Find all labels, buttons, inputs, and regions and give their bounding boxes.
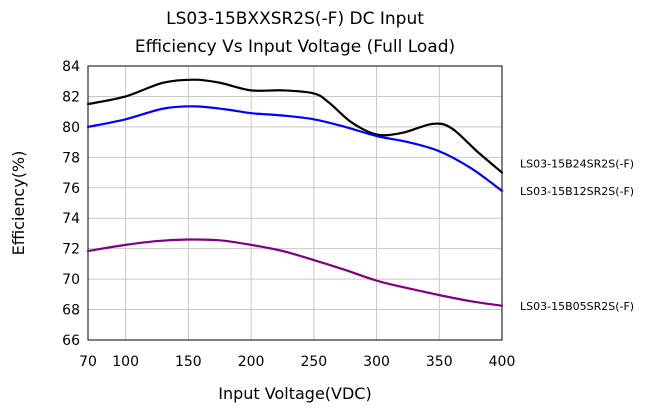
- x-tick-label: 200: [238, 354, 265, 370]
- x-tick-label: 250: [300, 354, 327, 370]
- x-tick-label: 100: [112, 354, 139, 370]
- series-line-LS03-15B12SR2S(-F): [86, 105, 504, 192]
- y-tick-label: 66: [62, 333, 80, 349]
- y-tick-label: 68: [62, 303, 80, 319]
- y-tick-label: 80: [62, 120, 80, 136]
- y-tick-label: 72: [62, 242, 80, 258]
- y-tick-label: 82: [62, 89, 80, 105]
- y-tick-label: 78: [62, 150, 80, 166]
- x-tick-label: 150: [175, 354, 202, 370]
- tick-labels: 66 68 70 72 74 76 78 80 82 84 70 100 150 200 250 300 350…: [62, 59, 515, 370]
- plot-area: [87, 65, 503, 341]
- y-tick-label: 74: [62, 211, 80, 227]
- x-tick-label: 400: [489, 354, 516, 370]
- series-line-LS03-15B24SR2S(-F): [86, 78, 504, 174]
- series-lines: [86, 78, 504, 307]
- y-axis-label: Efficiency(%): [9, 151, 28, 256]
- y-tick-label: 76: [62, 181, 80, 197]
- chart-title: LS03-15BXXSR2S(-F) DC Input: [166, 9, 424, 29]
- x-tick-label: 70: [79, 354, 97, 370]
- series-line-LS03-15B05SR2S(-F): [86, 238, 504, 307]
- series-labels: LS03-15B24SR2S(-F) LS03-15B12SR2S(-F) LS03…: [520, 158, 634, 313]
- plot-border: [87, 65, 503, 341]
- y-tick-label: 70: [62, 272, 80, 288]
- series-label: LS03-15B05SR2S(-F): [520, 300, 634, 313]
- x-tick-label: 300: [363, 354, 390, 370]
- series-label: LS03-15B24SR2S(-F): [520, 158, 634, 171]
- x-axis-label: Input Voltage(VDC): [218, 384, 371, 403]
- x-tick-label: 350: [426, 354, 453, 370]
- series-label: LS03-15B12SR2S(-F): [520, 185, 634, 198]
- y-tick-label: 84: [62, 59, 80, 75]
- chart-subtitle: Efficiency Vs Input Voltage (Full Load): [135, 37, 455, 57]
